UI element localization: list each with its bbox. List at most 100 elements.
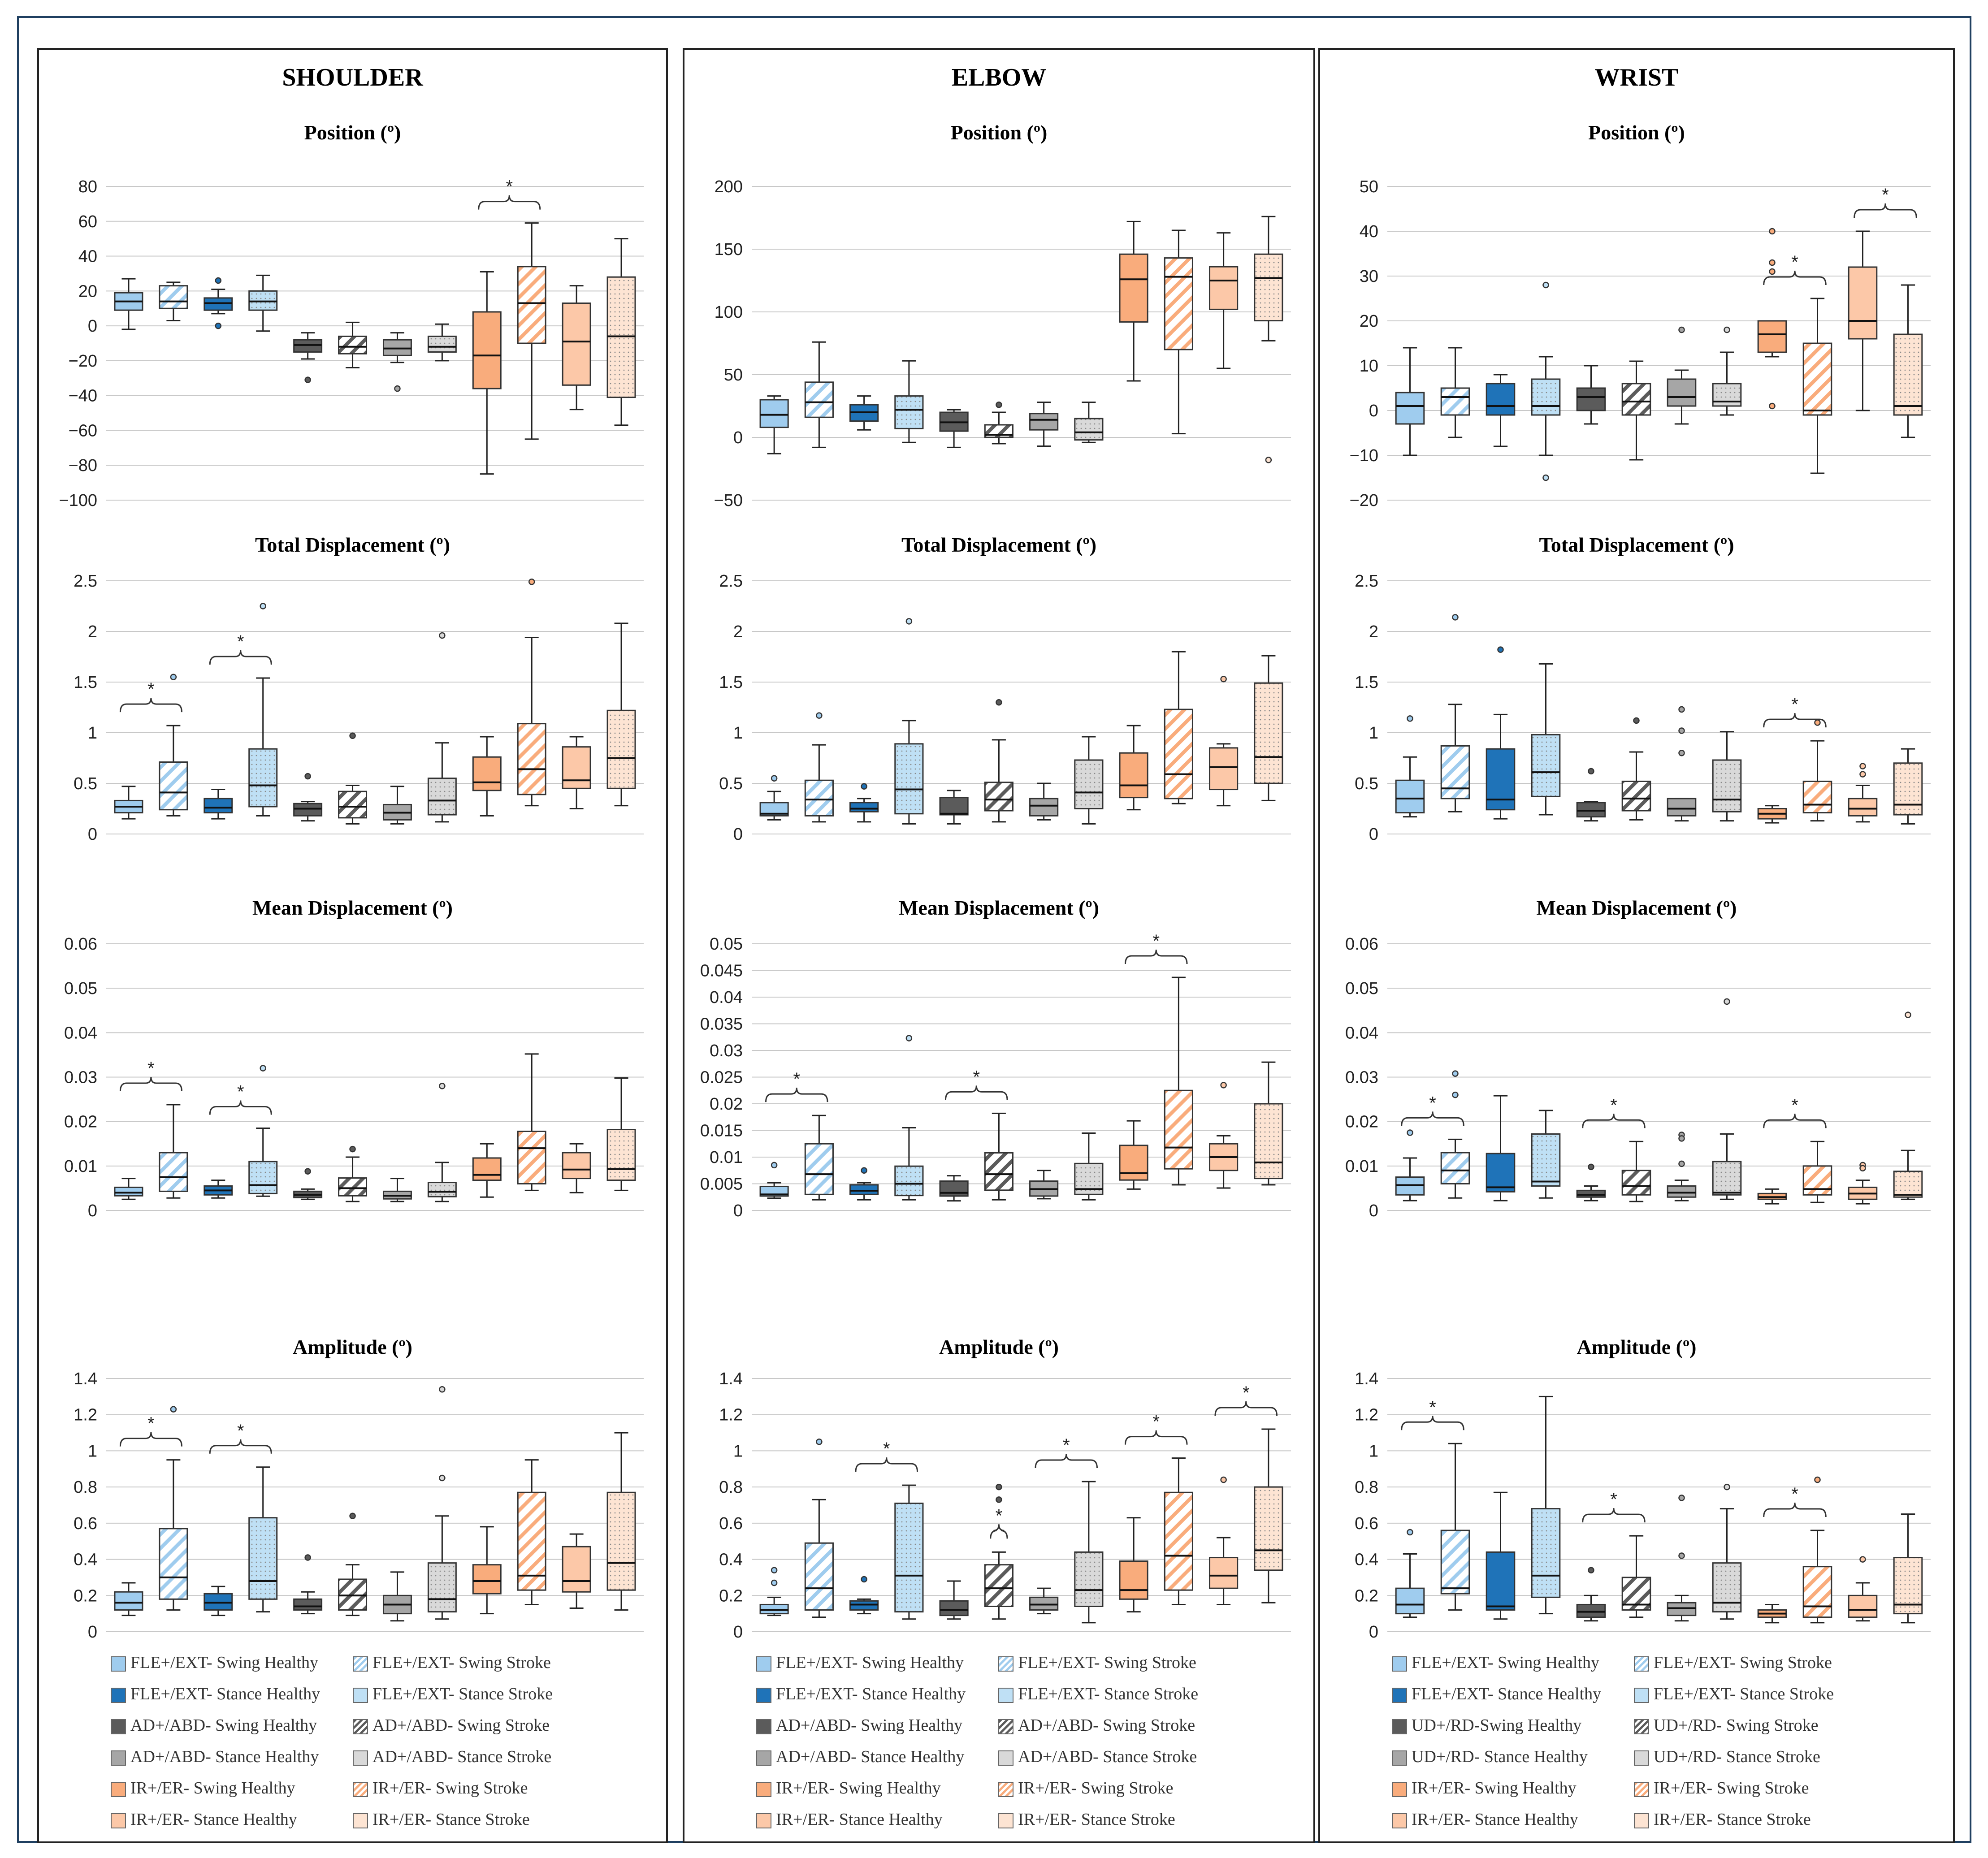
y-tick-label: 0.04 [710,988,743,1007]
box-1 [804,1439,834,1618]
box-2 [204,1180,233,1199]
iqr-box [1848,266,1878,340]
box-2 [1486,1491,1516,1620]
box-2 [1486,374,1516,447]
outlier-point [996,1483,1002,1491]
outlier-point [771,775,778,782]
iqr-box [849,1600,879,1611]
iqr-box [1029,1596,1059,1611]
outlier-point [1407,715,1413,722]
legend-item: UD+/RD-Swing Healthy [1392,1715,1581,1742]
iqr-box [1802,1165,1832,1196]
y-tick-label: 2.5 [1355,572,1378,591]
box-3 [894,360,924,443]
y-tick-label: 1.5 [1355,673,1378,692]
y-tick-label: 0.6 [1355,1514,1378,1533]
legend-label: AD+/ABD- Stance Healthy [776,1747,965,1766]
chart-3: Amplitude (º) 1.4 1.2 1 0.8 0.6 0.4 0.2 0 * * * * * [719,1335,1291,1642]
y-tick-label: 0.5 [74,774,97,793]
box-9 [1802,1476,1832,1624]
iqr-box [1254,253,1283,322]
iqr-box [1757,320,1787,353]
legend-label: IR+/ER- Stance Stroke [372,1810,530,1829]
box-4 [1576,768,1606,822]
box-2 [849,783,879,823]
box-10 [1848,1162,1878,1205]
outlier-point [1724,326,1730,333]
legend-item: FLE+/EXT- Swing Stroke [998,1653,1196,1680]
iqr-box [849,1184,879,1195]
outlier-point [1678,706,1685,713]
outlier-point [1220,1476,1227,1483]
box-3 [248,1466,278,1613]
legend-item: FLE+/EXT- Swing Stroke [353,1653,551,1680]
outlier-point [215,322,222,329]
iqr-box [517,1491,546,1591]
iqr-box [1486,383,1516,416]
box-10 [1209,1082,1239,1189]
y-tick-label: 0.04 [64,1024,97,1042]
legend-item: AD+/ABD- Stance Stroke [353,1747,551,1774]
iqr-box [338,335,368,354]
iqr-box [606,1491,636,1591]
y-tick-label: 20 [1360,312,1378,331]
y-tick-label: 0.6 [719,1514,743,1533]
significance-bracket: * [1763,252,1827,285]
box-8 [1757,228,1787,410]
box-11 [1254,1061,1283,1186]
iqr-box [894,395,924,429]
legend-label: AD+/ABD- Swing Healthy [776,1716,963,1735]
y-tick-label: 50 [1360,177,1378,196]
legend-item: FLE+/EXT- Swing Healthy [756,1653,964,1680]
box-7 [1074,402,1104,443]
legend-label: AD+/ABD- Stance Stroke [372,1747,552,1766]
outlier-point [304,1168,311,1175]
legend-swatch [1392,1688,1407,1703]
iqr-box [1164,1089,1193,1170]
iqr-box [1119,253,1148,323]
box-2 [1486,646,1516,820]
significance-star: * [147,679,155,699]
legend-item: IR+/ER- Swing Healthy [111,1778,295,1805]
y-tick-label: 1.4 [74,1370,97,1388]
legend-item: FLE+/EXT- Stance Stroke [998,1684,1198,1711]
box-1 [159,1104,188,1199]
y-tick-label: 50 [724,366,743,385]
box-3 [894,618,924,825]
legend-swatch [353,1656,368,1672]
y-tick-label: 0.5 [1355,774,1378,793]
y-tick-label: 2 [1369,622,1378,641]
significance-bracket: * [209,632,272,665]
box-0 [759,1567,789,1616]
iqr-box [1621,383,1651,416]
box-7 [1712,998,1742,1200]
y-tick-label: 0.01 [64,1157,97,1176]
iqr-box [1621,1170,1651,1196]
outlier-point [1814,1476,1821,1483]
y-tick-label: 0.02 [1345,1113,1378,1132]
legend-swatch [111,1750,126,1766]
legend-swatch [756,1688,771,1703]
iqr-box [562,746,591,789]
box-5 [984,401,1013,445]
iqr-box [1667,1602,1697,1616]
iqr-box [427,1182,457,1197]
legend-item: AD+/ABD- Swing Stroke [998,1715,1195,1742]
box-11 [1254,1428,1283,1603]
outlier-point [996,1496,1002,1503]
y-tick-label: −60 [69,421,97,440]
chart-title: Mean Displacement (º) [1537,896,1737,919]
y-tick-label: 0 [733,825,743,844]
iqr-box [472,1157,502,1181]
chart-title: Total Displacement (º) [1539,533,1734,556]
legend-swatch [353,1688,368,1703]
iqr-box [159,1528,188,1600]
box-6 [1029,402,1059,447]
box-6 [1667,1132,1697,1201]
significance-star: * [147,1414,155,1434]
y-tick-label: 0 [1369,1201,1378,1220]
significance-bracket: * [1124,1412,1188,1445]
legend-label: UD+/RD- Stance Healthy [1412,1747,1588,1766]
significance-bracket: * [119,1414,182,1447]
outlier-point [439,1386,446,1393]
